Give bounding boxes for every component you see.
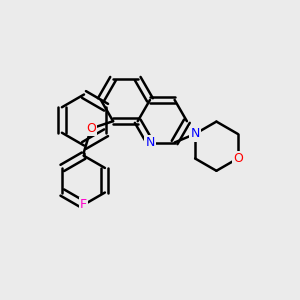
Text: N: N — [145, 136, 155, 149]
Text: F: F — [80, 198, 87, 211]
Text: N: N — [190, 128, 200, 140]
Text: O: O — [86, 122, 96, 135]
Text: O: O — [233, 152, 243, 165]
